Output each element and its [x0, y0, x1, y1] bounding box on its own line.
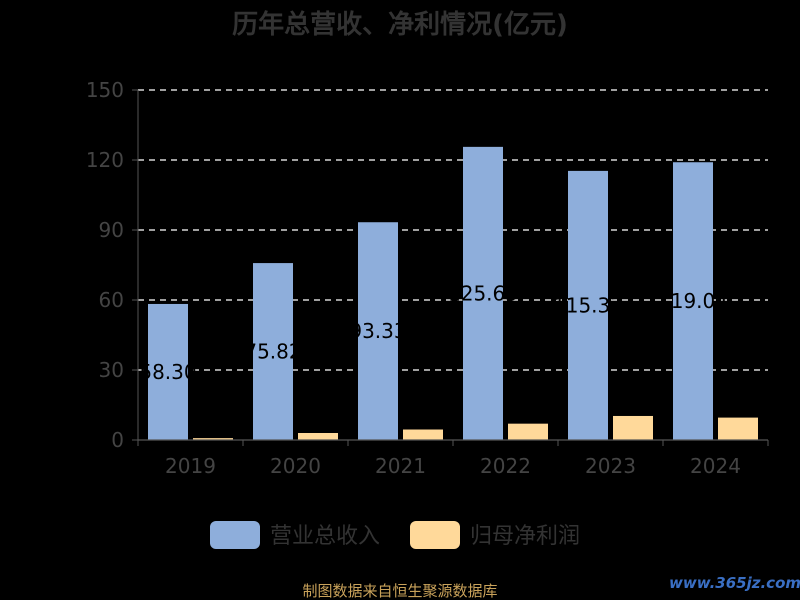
bar-revenue-2022[interactable]: [463, 146, 503, 440]
revenue-data-label: 119.04: [658, 289, 728, 313]
legend-swatch-0[interactable]: [210, 521, 260, 549]
watermark: www.365jz.com: [669, 574, 800, 592]
x-tick-label: 2019: [165, 454, 216, 478]
revenue-data-label: 93.33: [349, 319, 406, 343]
x-axis: 2019 2020 2021 2022 2023 2024: [137, 439, 769, 478]
bar-revenue-2019[interactable]: [148, 303, 188, 440]
bar-profit-2020[interactable]: [298, 433, 338, 440]
legend-label-0[interactable]: 营业总收入: [270, 524, 380, 549]
chart-title: 历年总营收、净利情况(亿元): [232, 9, 568, 40]
y-axis: 0 30 60 90 120 150: [86, 78, 139, 452]
y-tick-label: 30: [99, 358, 124, 382]
bar-profit-2022[interactable]: [508, 423, 548, 440]
x-tick-label: 2023: [585, 454, 636, 478]
x-tick-label: 2021: [375, 454, 426, 478]
bar-profit-2019[interactable]: [193, 438, 233, 440]
revenue-data-label: 75.82: [244, 340, 301, 364]
x-tick-label: 2020: [270, 454, 321, 478]
y-tick-label: 0: [111, 428, 124, 452]
bar-revenue-2021[interactable]: [358, 222, 398, 440]
revenue-data-label: 125.63: [448, 281, 518, 305]
grid: [138, 89, 768, 371]
revenue-data-label: 115.33: [553, 293, 623, 317]
x-tick-label: 2022: [480, 454, 531, 478]
source-note: 制图数据来自恒生聚源数据库: [302, 582, 497, 600]
y-tick-label: 90: [99, 218, 124, 242]
bar-revenue-2023[interactable]: [568, 170, 608, 440]
bar-profit-2023[interactable]: [613, 415, 653, 440]
bar-profit-2024[interactable]: [718, 417, 758, 440]
x-tick-label: 2024: [690, 454, 741, 478]
revenue-data-label: 58.30: [139, 360, 196, 384]
y-tick-label: 60: [99, 288, 124, 312]
bar-revenue-2020[interactable]: [253, 263, 293, 440]
y-tick-label: 150: [86, 78, 124, 102]
legend-swatch-1[interactable]: [410, 521, 460, 549]
bars: [148, 146, 758, 441]
bar-profit-2021[interactable]: [403, 429, 443, 441]
y-tick-label: 120: [86, 148, 124, 172]
legend[interactable]: 营业总收入 归母净利润: [210, 521, 580, 549]
bar-revenue-2024[interactable]: [673, 162, 713, 441]
data-labels: 58.30 75.82 93.33 125.63 115.33 119.04: [139, 281, 728, 384]
legend-label-1[interactable]: 归母净利润: [470, 524, 580, 549]
